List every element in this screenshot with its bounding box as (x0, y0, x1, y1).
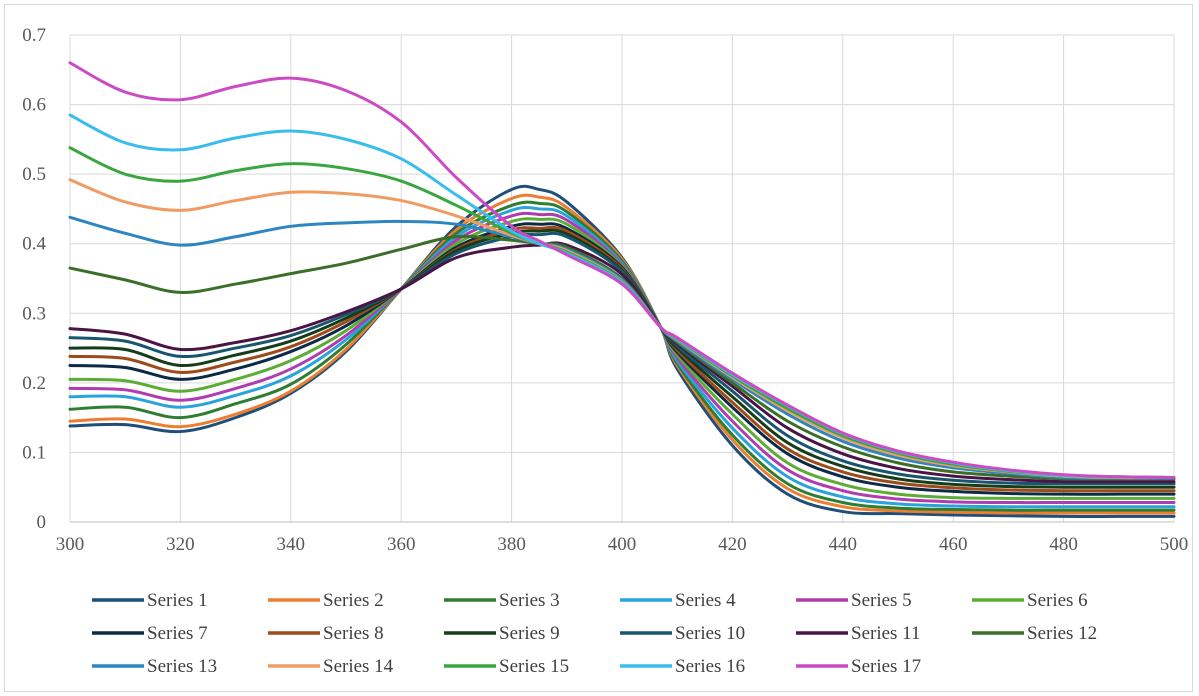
x-tick-label: 360 (387, 534, 416, 555)
y-tick-label: 0.3 (22, 303, 46, 324)
series-line-11 (68, 241, 1176, 484)
series-line-10 (68, 231, 1176, 486)
x-tick-label: 320 (166, 534, 195, 555)
y-tick-label: 0.6 (22, 95, 46, 116)
y-tick-label: 0 (37, 512, 47, 533)
x-tick-label: 300 (56, 534, 85, 555)
legend-label: Series 10 (675, 623, 745, 644)
series-lines (68, 61, 1176, 518)
y-tick-label: 0.5 (22, 164, 46, 185)
legend-label: Series 13 (147, 656, 217, 677)
legend-label: Series 15 (499, 656, 569, 677)
x-tick-label: 380 (497, 534, 526, 555)
legend-label: Series 2 (323, 590, 384, 611)
x-tick-label: 400 (608, 534, 637, 555)
series-line-17 (68, 61, 1176, 479)
grid-lines (69, 34, 1175, 523)
y-tick-label: 0.4 (22, 234, 46, 255)
legend-label: Series 8 (323, 623, 384, 644)
x-tick-label: 460 (939, 534, 968, 555)
legend-label: Series 1 (147, 590, 208, 611)
legend-label: Series 17 (851, 656, 921, 677)
x-tick-label: 500 (1160, 534, 1189, 555)
legend-label: Series 12 (1027, 623, 1097, 644)
legend-label: Series 11 (851, 623, 920, 644)
legend-label: Series 4 (675, 590, 736, 611)
legend-label: Series 6 (1027, 590, 1088, 611)
y-tick-label: 0.7 (22, 25, 46, 46)
legend-label: Series 16 (675, 656, 745, 677)
chart-frame (4, 4, 1193, 692)
legend-label: Series 14 (323, 656, 394, 677)
x-tick-label: 480 (1049, 534, 1078, 555)
x-tick-label: 440 (829, 534, 858, 555)
x-tick-label: 340 (277, 534, 306, 555)
legend-label: Series 7 (147, 623, 208, 644)
legend-label: Series 3 (499, 590, 560, 611)
legend-label: Series 9 (499, 623, 560, 644)
axes: 300 320 340 360 380 400 420 440 460 480 500 0 0.1 0.2… (22, 25, 1188, 555)
legend-label: Series 5 (851, 590, 912, 611)
legend: Series 1 Series 2 Series 3 Series 4 Series 5… (92, 590, 1097, 677)
y-tick-label: 0.2 (22, 373, 46, 394)
x-tick-label: 420 (718, 534, 747, 555)
y-tick-label: 0.1 (22, 442, 46, 463)
